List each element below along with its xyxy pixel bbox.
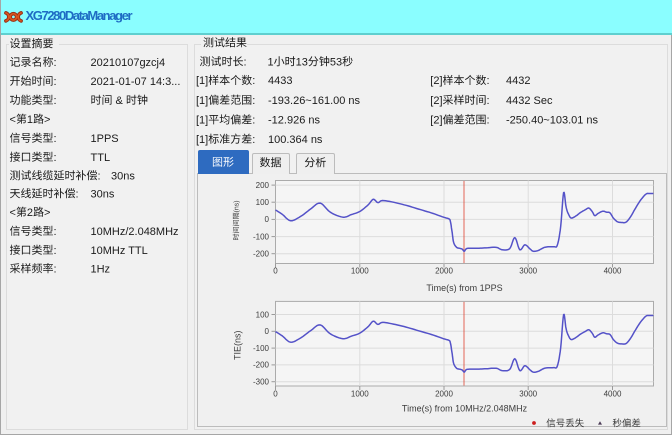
svg-text:1: 1 (27, 114, 33, 126)
svg-text:1000: 1000 (351, 389, 369, 398)
svg-text:Time(s) from 1PPS: Time(s) from 1PPS (426, 283, 502, 293)
svg-text:2000: 2000 (435, 389, 453, 398)
svg-text:-200: -200 (253, 250, 270, 259)
svg-text:>: > (44, 207, 50, 219)
svg-text:10MHz TTL: 10MHz TTL (91, 245, 148, 257)
svg-text:[2]: [2] (430, 115, 442, 127)
svg-text:100: 100 (256, 198, 270, 207)
svg-text:0: 0 (265, 327, 270, 336)
svg-text::: : (54, 95, 57, 107)
svg-text:[2]: [2] (430, 75, 442, 87)
svg-text:2: 2 (27, 207, 33, 219)
svg-text::: : (244, 56, 247, 68)
svg-text::: : (54, 245, 57, 257)
svg-text:-200: -200 (253, 361, 270, 370)
svg-text:0: 0 (273, 267, 278, 276)
svg-text:4432: 4432 (506, 75, 530, 87)
svg-text:1000: 1000 (351, 267, 369, 276)
svg-text:-12.926 ns: -12.926 ns (268, 115, 320, 127)
svg-text:200: 200 (256, 181, 270, 190)
svg-text:-100: -100 (253, 344, 270, 353)
svg-text:[1]: [1] (196, 134, 208, 146)
svg-text:0: 0 (273, 389, 278, 398)
svg-text:2000: 2000 (435, 267, 453, 276)
svg-text:XG7280DataManager: XG7280DataManager (26, 8, 133, 23)
svg-text::: : (487, 115, 490, 127)
svg-text::: : (76, 188, 79, 200)
svg-text::: : (54, 152, 57, 164)
svg-text::: : (252, 134, 255, 146)
svg-text:[1]: [1] (196, 115, 208, 127)
svg-text:30ns: 30ns (91, 188, 115, 200)
svg-text::: : (54, 57, 57, 69)
svg-text::: : (252, 75, 255, 87)
svg-text::: : (487, 95, 490, 107)
svg-text:4000: 4000 (604, 267, 622, 276)
svg-text:4433: 4433 (268, 75, 292, 87)
svg-text:[1]: [1] (196, 75, 208, 87)
svg-text:2021-01-07 14:3...: 2021-01-07 14:3... (91, 76, 181, 88)
svg-text:100: 100 (256, 310, 270, 319)
svg-text:TIE(ns): TIE(ns) (233, 330, 243, 360)
svg-text:[1]: [1] (196, 95, 208, 107)
svg-text:20210107gzcj4: 20210107gzcj4 (91, 57, 166, 69)
svg-text:<: < (10, 207, 16, 219)
svg-text:Time(s) from 10MHz/2.048MHz: Time(s) from 10MHz/2.048MHz (402, 404, 528, 414)
svg-text:>: > (44, 114, 50, 126)
svg-text::: : (54, 226, 57, 238)
svg-text:1PPS: 1PPS (91, 133, 119, 145)
svg-text::: : (54, 133, 57, 145)
svg-text:3000: 3000 (519, 389, 537, 398)
svg-text:100.364 ns: 100.364 ns (268, 134, 323, 146)
svg-text:13: 13 (296, 56, 308, 68)
svg-text:-100: -100 (253, 232, 270, 241)
svg-text:4432 Sec: 4432 Sec (506, 95, 553, 107)
svg-text:&: & (113, 95, 126, 107)
svg-text:4000: 4000 (604, 389, 622, 398)
svg-text:10MHz/2.048MHz: 10MHz/2.048MHz (91, 226, 179, 238)
svg-text::: : (98, 170, 101, 182)
svg-text:1: 1 (268, 56, 274, 68)
svg-text:0: 0 (265, 215, 270, 224)
svg-text::: : (252, 115, 255, 127)
svg-text:[2]: [2] (430, 95, 442, 107)
svg-text:<: < (10, 114, 16, 126)
svg-text:TTL: TTL (91, 152, 111, 164)
svg-text::: : (487, 75, 490, 87)
svg-text:-250.40~103.01 ns: -250.40~103.01 ns (506, 115, 599, 127)
svg-text::: : (54, 263, 57, 275)
svg-text:1Hz: 1Hz (91, 263, 111, 275)
svg-text:3000: 3000 (519, 267, 537, 276)
svg-text:53: 53 (330, 56, 342, 68)
svg-text::: : (54, 76, 57, 88)
svg-text:30ns: 30ns (111, 170, 135, 182)
svg-text:-193.26~161.00 ns: -193.26~161.00 ns (268, 95, 361, 107)
svg-text:-300: -300 (253, 378, 270, 387)
svg-text::: : (252, 95, 255, 107)
